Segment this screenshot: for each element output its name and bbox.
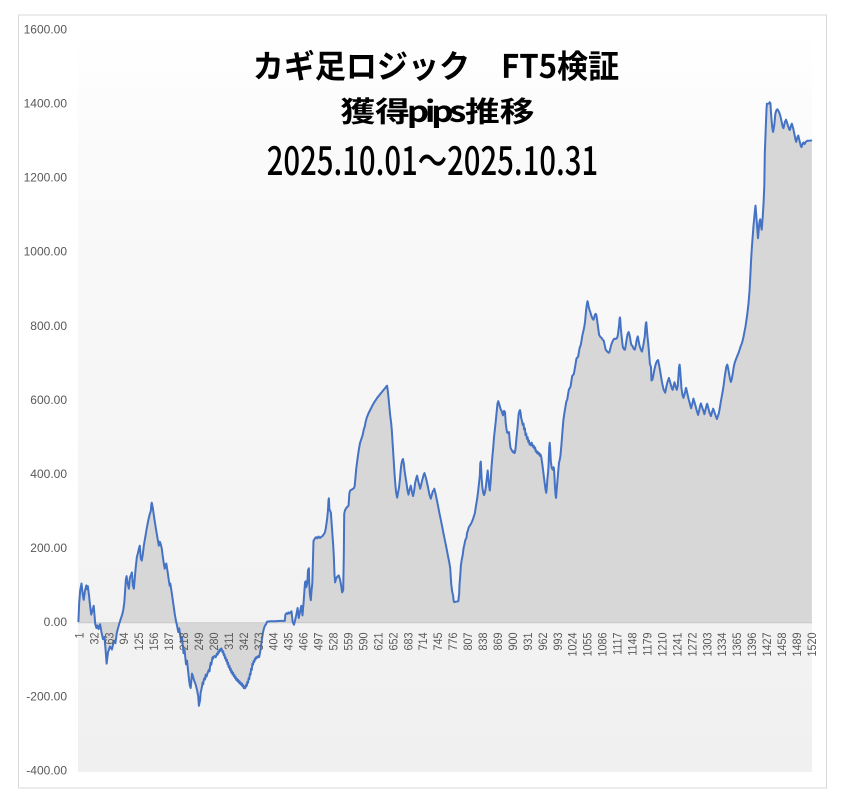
svg-text:1272: 1272 [687, 633, 700, 657]
svg-text:466: 466 [298, 633, 311, 651]
svg-text:1520: 1520 [806, 633, 819, 657]
svg-text:94: 94 [119, 632, 132, 645]
svg-text:311: 311 [223, 633, 236, 650]
svg-text:900: 900 [507, 633, 520, 651]
svg-text:280: 280 [208, 633, 221, 651]
svg-text:931: 931 [522, 633, 535, 651]
svg-text:1200.00: 1200.00 [24, 171, 68, 185]
svg-text:249: 249 [194, 633, 207, 651]
svg-text:1: 1 [74, 633, 87, 639]
svg-text:125: 125 [134, 633, 147, 651]
svg-text:800.00: 800.00 [30, 319, 67, 333]
svg-text:0.00: 0.00 [44, 615, 68, 629]
svg-text:497: 497 [313, 633, 326, 651]
svg-text:1148: 1148 [627, 633, 640, 656]
svg-text:1365: 1365 [732, 633, 745, 657]
svg-text:218: 218 [179, 633, 192, 651]
svg-text:435: 435 [283, 633, 296, 651]
svg-text:1241: 1241 [672, 633, 685, 657]
svg-text:156: 156 [149, 633, 162, 651]
svg-text:869: 869 [493, 633, 506, 651]
svg-text:1400.00: 1400.00 [24, 97, 68, 111]
svg-text:1117: 1117 [612, 633, 625, 655]
svg-text:1179: 1179 [642, 633, 655, 656]
svg-text:-400.00: -400.00 [26, 763, 67, 777]
svg-text:-200.00: -200.00 [26, 689, 67, 703]
svg-text:1086: 1086 [597, 633, 610, 657]
svg-text:32: 32 [89, 633, 102, 645]
svg-text:714: 714 [418, 632, 431, 651]
svg-text:838: 838 [478, 633, 491, 651]
svg-text:1396: 1396 [747, 633, 760, 657]
svg-text:528: 528 [328, 633, 341, 651]
svg-text:559: 559 [343, 633, 356, 651]
svg-text:652: 652 [388, 633, 401, 651]
svg-text:404: 404 [268, 632, 281, 651]
svg-text:745: 745 [433, 633, 446, 651]
svg-text:1458: 1458 [777, 633, 790, 657]
svg-text:187: 187 [164, 633, 177, 651]
svg-text:600.00: 600.00 [30, 393, 67, 407]
svg-text:993: 993 [552, 633, 565, 651]
svg-text:962: 962 [537, 633, 550, 651]
svg-text:1489: 1489 [792, 633, 805, 657]
svg-text:1427: 1427 [762, 633, 775, 657]
svg-text:1024: 1024 [567, 632, 580, 657]
svg-text:807: 807 [463, 633, 476, 651]
svg-text:683: 683 [403, 633, 416, 651]
svg-text:63: 63 [104, 633, 117, 645]
svg-text:1210: 1210 [657, 633, 670, 657]
svg-text:1000.00: 1000.00 [24, 245, 68, 259]
svg-text:342: 342 [238, 633, 251, 651]
svg-text:776: 776 [448, 633, 461, 651]
svg-text:1600.00: 1600.00 [24, 22, 68, 36]
svg-text:1055: 1055 [582, 633, 595, 657]
svg-text:373: 373 [253, 633, 266, 651]
svg-text:590: 590 [358, 633, 371, 651]
svg-text:200.00: 200.00 [30, 541, 67, 555]
svg-text:1303: 1303 [702, 633, 715, 657]
svg-text:621: 621 [373, 633, 386, 651]
svg-text:400.00: 400.00 [30, 467, 67, 481]
svg-text:1334: 1334 [717, 632, 730, 657]
